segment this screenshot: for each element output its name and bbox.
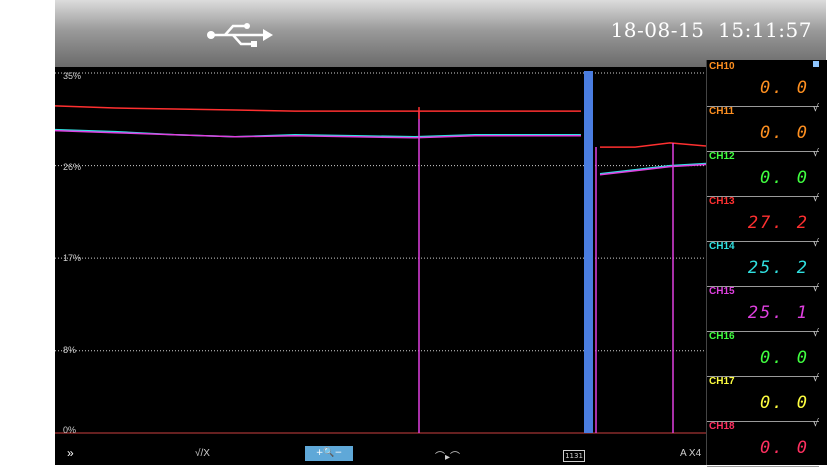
y-tick-label: 35%	[63, 71, 82, 81]
series-line	[55, 129, 581, 139]
channel-ch13[interactable]: CH13 27. 2 √	[707, 193, 819, 242]
zoom-button[interactable]: +🔍−	[305, 446, 353, 461]
channel-ch14[interactable]: CH14 25. 2 √	[707, 238, 819, 287]
trend-compare-icon[interactable]: ⌒▸⌒	[435, 452, 461, 463]
channel-value: 25. 2	[747, 258, 809, 278]
fast-forward-icon[interactable]: »	[67, 446, 74, 460]
datetime-display: 18-08-15 15:11:57	[611, 18, 812, 42]
channel-value: 0. 0	[760, 168, 809, 188]
trend-chart[interactable]: 35% 26% 17% 8% 0%	[55, 67, 706, 437]
channel-value: 0. 0	[760, 123, 809, 143]
channel-name: CH13	[709, 196, 735, 207]
scale-label[interactable]: A X4	[680, 448, 702, 459]
channel-ch18[interactable]: CH18 0. 0 √	[707, 418, 819, 467]
channel-value: 0. 0	[760, 78, 809, 98]
channel-ch16[interactable]: CH16 0. 0 √	[707, 328, 819, 377]
check-toggle-button[interactable]: √/X	[195, 448, 210, 459]
channel-check-mark[interactable]: √	[812, 418, 819, 429]
channel-check-mark[interactable]: √	[812, 238, 819, 249]
channel-ch10[interactable]: CH10 0. 0	[707, 60, 819, 107]
recorder-screen: 18-08-15 15:11:57 35% 26% 17% 8% 0% CH10…	[55, 0, 827, 467]
channel-value: 25. 1	[747, 303, 809, 323]
channel-value: 27. 2	[747, 213, 809, 233]
series-line	[600, 142, 706, 148]
channel-name: CH15	[709, 286, 735, 297]
channel-check-mark[interactable]: √	[812, 373, 819, 384]
series-line	[55, 105, 581, 112]
channel-ch11[interactable]: CH11 0. 0 √	[707, 103, 819, 152]
usb-icon	[207, 23, 273, 47]
y-tick-label: 0%	[63, 425, 77, 435]
channel-value: 0. 0	[760, 438, 809, 458]
bottom-toolbar: » √/X +🔍− ⌒▸⌒ 1131 A X4	[55, 445, 706, 465]
channel-check-mark[interactable]: √	[812, 148, 819, 159]
trend-chart-svg	[55, 71, 706, 434]
time-axis-button[interactable]: 1131	[563, 450, 585, 462]
y-tick-label: 8%	[63, 345, 77, 355]
channel-check-mark[interactable]: √	[812, 283, 819, 294]
y-tick-label: 26%	[63, 162, 82, 172]
channel-name: CH18	[709, 421, 735, 432]
series-line	[599, 162, 706, 175]
series-line	[599, 163, 706, 176]
top-status-bar: 18-08-15 15:11:57	[55, 0, 826, 67]
channel-ch15[interactable]: CH15 25. 1 √	[707, 283, 819, 332]
channel-name: CH16	[709, 331, 735, 342]
channel-check-mark[interactable]: √	[812, 103, 819, 114]
channel-name: CH10	[709, 61, 735, 72]
channel-check-mark[interactable]: √	[812, 193, 819, 204]
date-text: 18-08-15	[610, 18, 705, 42]
channel-selected-marker	[813, 61, 819, 67]
channel-name: CH12	[709, 151, 735, 162]
channel-ch12[interactable]: CH12 0. 0 √	[707, 148, 819, 197]
time-text: 15:11:57	[718, 18, 812, 42]
channel-name: CH11	[709, 106, 735, 117]
channel-name: CH17	[709, 376, 735, 387]
y-tick-label: 17%	[63, 253, 82, 263]
channel-panel: CH10 0. 0 CH11 0. 0 √ CH12 0. 0 √ CH13 27. 2 √ CH14…	[706, 60, 827, 467]
channel-value: 0. 0	[760, 393, 809, 413]
channel-ch17[interactable]: CH17 0. 0 √	[707, 373, 819, 422]
cursor-bar	[584, 71, 593, 433]
channel-check-mark[interactable]: √	[812, 328, 819, 339]
channel-value: 0. 0	[760, 348, 809, 368]
channel-name: CH14	[709, 241, 735, 252]
